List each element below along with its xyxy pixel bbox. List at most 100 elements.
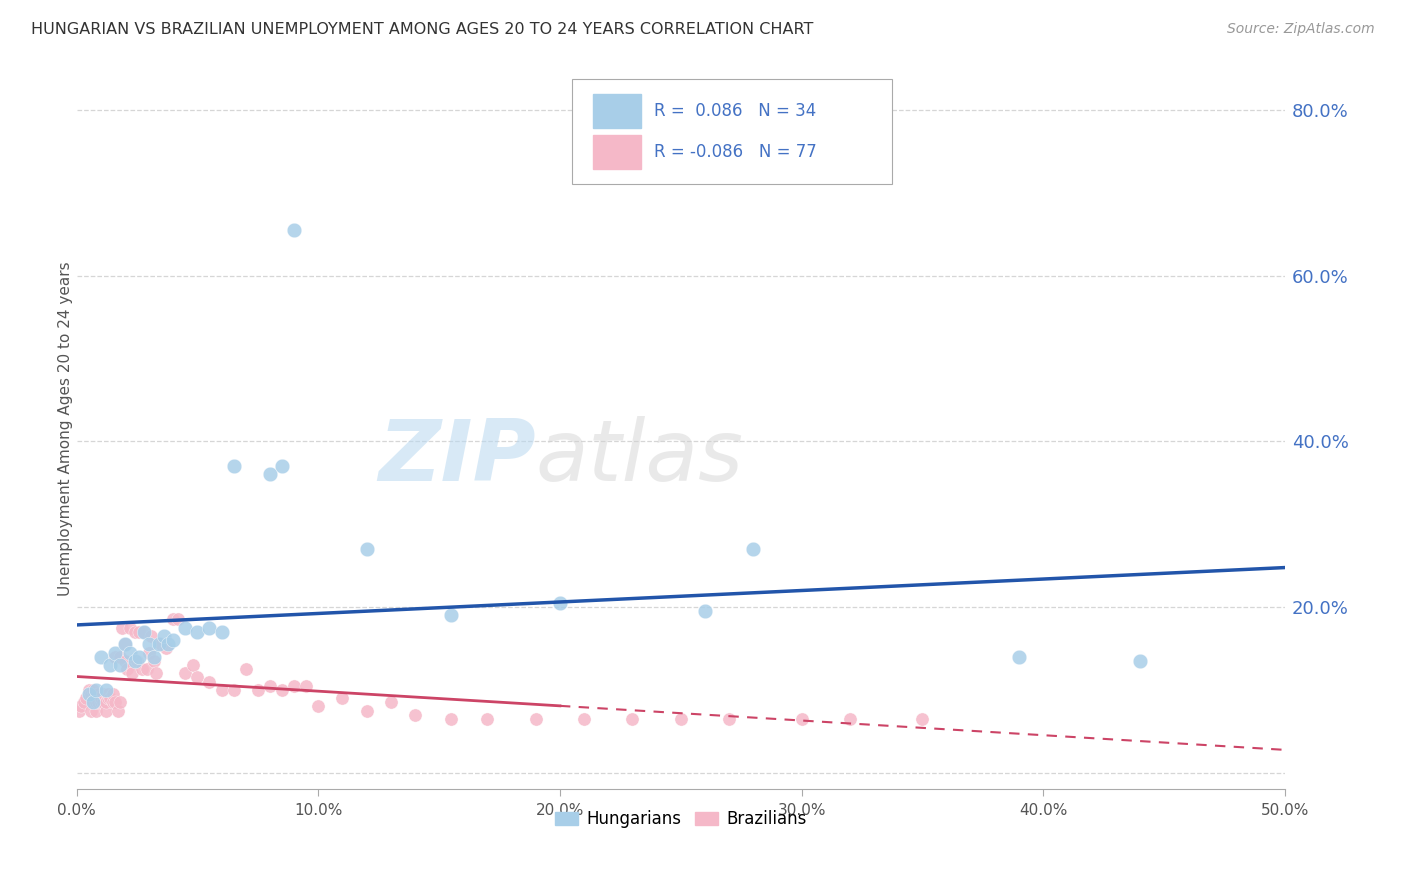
Point <box>117 662 139 676</box>
Point <box>77 687 100 701</box>
Point <box>124 624 146 639</box>
Point <box>104 649 127 664</box>
Point <box>295 679 318 693</box>
Point <box>669 712 692 726</box>
Point <box>118 646 141 660</box>
Point <box>259 467 281 482</box>
Point <box>548 596 571 610</box>
Point <box>148 637 170 651</box>
Text: R =  0.086   N = 34: R = 0.086 N = 34 <box>654 102 817 120</box>
Point <box>155 641 177 656</box>
Point <box>134 624 156 639</box>
Point <box>134 624 156 639</box>
Point <box>91 695 114 709</box>
Point <box>141 629 163 643</box>
Point <box>94 695 117 709</box>
Point <box>138 646 160 660</box>
Point <box>167 612 190 626</box>
Point <box>97 691 120 706</box>
Point <box>911 712 934 726</box>
Point <box>67 704 90 718</box>
Point <box>118 621 141 635</box>
Legend: Hungarians, Brazilians: Hungarians, Brazilians <box>548 804 814 835</box>
Point <box>82 695 104 709</box>
Text: Source: ZipAtlas.com: Source: ZipAtlas.com <box>1227 22 1375 37</box>
Point <box>101 695 124 709</box>
Point <box>138 637 160 651</box>
Point <box>128 649 150 664</box>
Point <box>77 682 100 697</box>
Point <box>142 649 165 664</box>
Point <box>162 633 184 648</box>
Point <box>84 704 107 718</box>
Point <box>150 637 173 651</box>
Point <box>271 682 294 697</box>
Point <box>100 657 122 672</box>
Point <box>693 604 716 618</box>
Point <box>128 624 150 639</box>
Bar <box>592 135 641 169</box>
Point <box>90 691 112 706</box>
Point <box>246 682 269 697</box>
Point <box>97 687 120 701</box>
Point <box>235 662 257 676</box>
Point <box>271 459 294 474</box>
Point <box>108 695 131 709</box>
Point <box>94 704 117 718</box>
Point <box>198 674 221 689</box>
Point <box>142 654 165 668</box>
Point <box>87 695 110 709</box>
Point <box>332 691 354 706</box>
Point <box>790 712 813 726</box>
Point <box>114 637 136 651</box>
Point <box>572 712 595 726</box>
Point <box>222 459 245 474</box>
FancyBboxPatch shape <box>572 79 893 184</box>
Point <box>84 682 107 697</box>
Point <box>90 695 112 709</box>
Point <box>356 704 378 718</box>
Point <box>440 608 463 623</box>
Point <box>283 223 305 237</box>
Point <box>162 612 184 626</box>
Point <box>1129 654 1152 668</box>
Point <box>307 699 329 714</box>
Point <box>84 695 107 709</box>
Point <box>108 657 131 672</box>
Y-axis label: Unemployment Among Ages 20 to 24 years: Unemployment Among Ages 20 to 24 years <box>58 261 73 596</box>
Point <box>222 682 245 697</box>
Point <box>70 699 93 714</box>
Point <box>839 712 862 726</box>
Point <box>125 654 148 668</box>
Point <box>211 682 233 697</box>
Point <box>91 687 114 701</box>
Point <box>104 646 127 660</box>
Point <box>111 621 134 635</box>
Point <box>107 704 129 718</box>
Point <box>104 695 127 709</box>
Point <box>90 649 112 664</box>
Point <box>174 621 197 635</box>
Text: HUNGARIAN VS BRAZILIAN UNEMPLOYMENT AMONG AGES 20 TO 24 YEARS CORRELATION CHART: HUNGARIAN VS BRAZILIAN UNEMPLOYMENT AMON… <box>31 22 813 37</box>
Point <box>440 712 463 726</box>
Point <box>101 687 124 701</box>
Point <box>108 649 131 664</box>
Bar <box>592 94 641 128</box>
Point <box>157 637 180 651</box>
Point <box>75 691 97 706</box>
Point <box>82 695 104 709</box>
Point <box>100 691 122 706</box>
Point <box>621 712 644 726</box>
Point <box>80 704 103 718</box>
Point <box>718 712 741 726</box>
Point <box>283 679 305 693</box>
Point <box>80 687 103 701</box>
Point <box>174 666 197 681</box>
Point <box>186 670 208 684</box>
Point <box>121 666 143 681</box>
Point <box>131 662 153 676</box>
Point <box>181 657 204 672</box>
Point <box>73 695 96 709</box>
Point <box>94 682 117 697</box>
Point <box>404 707 426 722</box>
